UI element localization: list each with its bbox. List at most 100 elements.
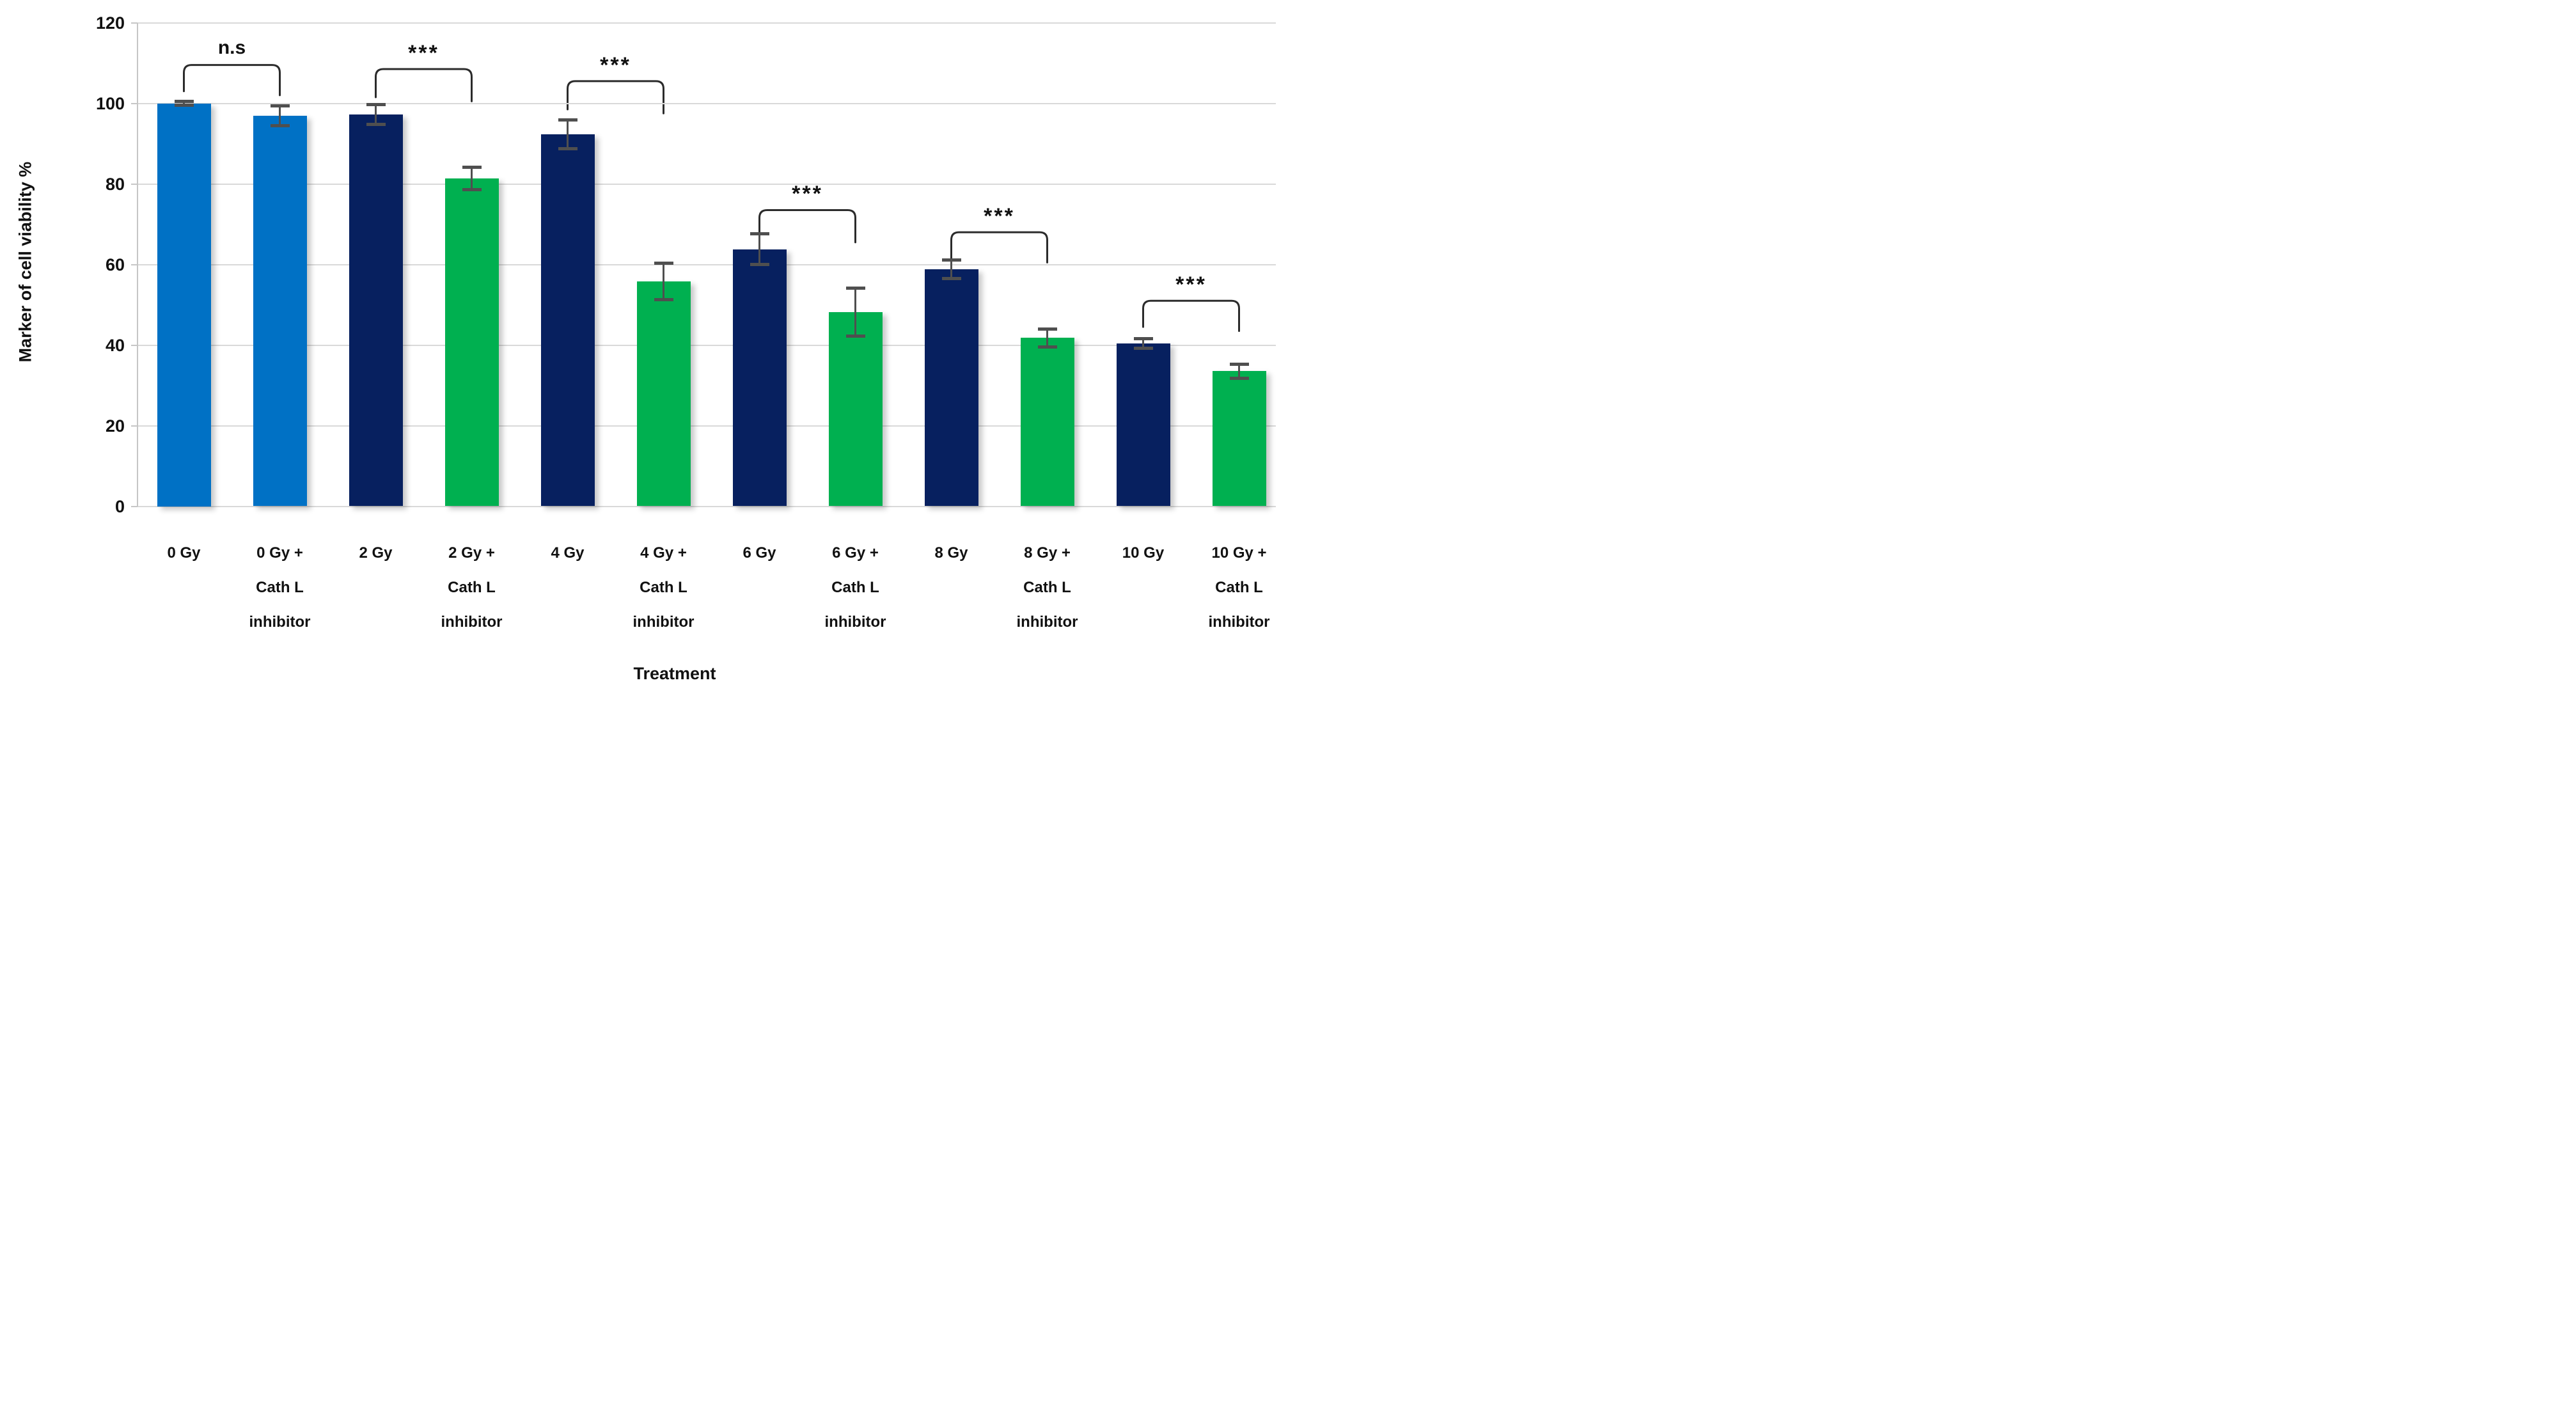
category-label-line: 2 Gy (359, 544, 393, 562)
error-bar-line (279, 106, 281, 126)
bar-6-gy (732, 249, 787, 507)
error-bar-line (183, 101, 185, 106)
y-tick-label-120: 120 (95, 13, 125, 33)
error-bar-cap-top (462, 166, 482, 169)
error-bar-cap-top (654, 262, 673, 265)
error-bar-cap-bottom (941, 277, 961, 281)
bar-chart-figure: Marker of cell viability % Treatment 0 20… (0, 0, 1288, 709)
error-bar-cap-top (270, 104, 290, 107)
gridline-80 (137, 183, 1276, 185)
bar-10-gy-cath-l-inhibitor (1212, 371, 1266, 507)
y-tick-0 (131, 505, 137, 507)
gridline-120 (137, 22, 1276, 24)
bar-10-gy (1116, 343, 1170, 507)
error-bar-cap-top (1133, 336, 1153, 340)
category-label-line: Cath L (448, 579, 496, 596)
error-bar-cap-bottom (174, 104, 194, 107)
category-label: 10 Gy (1089, 536, 1198, 571)
bar-4-gy (540, 134, 595, 507)
category-label-line: 8 Gy + (1024, 544, 1071, 562)
significance-bracket (758, 209, 856, 244)
category-label-line: 10 Gy (1122, 544, 1165, 562)
error-bar-cap-bottom (558, 146, 577, 150)
category-label-line: 6 Gy + (832, 544, 879, 562)
error-bar-cap-bottom (366, 123, 386, 127)
y-tick-40 (131, 344, 137, 346)
y-tick-label-60: 60 (105, 255, 125, 274)
error-bar-cap-bottom (750, 263, 769, 266)
error-bar-cap-top (174, 99, 194, 103)
category-label: 6 Gy + Cath L inhibitor (801, 536, 910, 640)
error-bar-cap-top (366, 102, 386, 106)
category-label-line: inhibitor (249, 613, 311, 631)
significance-label: n.s (217, 36, 246, 58)
category-label: 8 Gy (897, 536, 1006, 571)
gridline-40 (137, 344, 1276, 346)
error-bar-line (375, 104, 377, 125)
bar-8-gy-cath-l-inhibitor (1020, 338, 1074, 507)
category-label: 0 Gy + Cath L inhibitor (226, 536, 334, 640)
error-bar-cap-bottom (1133, 347, 1153, 351)
category-label: 2 Gy (322, 536, 430, 571)
category-label: 10 Gy + Cath L inhibitor (1185, 536, 1289, 640)
category-label: 8 Gy + Cath L inhibitor (993, 536, 1102, 640)
error-bar-cap-bottom (462, 188, 482, 192)
bar-6-gy-cath-l-inhibitor (828, 311, 883, 507)
error-bar-cap-bottom (270, 124, 290, 128)
error-bar-line (1142, 338, 1144, 349)
category-label-line: Cath L (831, 579, 879, 596)
error-bar-line (1238, 364, 1240, 379)
y-tick-label-40: 40 (105, 335, 125, 355)
category-label-line: inhibitor (632, 613, 695, 631)
category-label-line: Cath L (640, 579, 687, 596)
error-bar-cap-bottom (654, 297, 673, 301)
gridline-60 (137, 264, 1276, 265)
error-bar-line (854, 288, 856, 336)
significance-label: *** (408, 40, 439, 65)
y-tick-20 (131, 425, 137, 427)
category-label-line: 4 Gy + (640, 544, 687, 562)
gridline-0 (137, 505, 1276, 507)
error-bar-cap-top (941, 258, 961, 262)
category-label: 2 Gy + Cath L inhibitor (418, 536, 526, 640)
significance-bracket (1142, 299, 1240, 332)
significance-label: *** (984, 204, 1015, 229)
y-tick-80 (131, 183, 137, 185)
error-bar-cap-bottom (1229, 377, 1249, 381)
category-label-line: 2 Gy + (448, 544, 495, 562)
category-label-line: Cath L (1023, 579, 1071, 596)
error-bar-line (471, 167, 473, 190)
category-label-line: 0 Gy + (256, 544, 303, 562)
bar-0-gy (157, 103, 211, 507)
error-bar-line (1046, 329, 1048, 347)
category-label-line: 0 Gy (167, 544, 201, 562)
category-label-line: 6 Gy (742, 544, 776, 562)
y-axis-line (137, 22, 138, 507)
category-label-line: 10 Gy + (1211, 544, 1267, 562)
category-label: 6 Gy (705, 536, 814, 571)
category-label: 4 Gy (514, 536, 622, 571)
y-tick-label-80: 80 (105, 174, 125, 194)
category-label-line: 8 Gy (934, 544, 968, 562)
bar-2-gy-cath-l-inhibitor (444, 178, 499, 507)
bar-4-gy-cath-l-inhibitor (636, 281, 691, 507)
y-tick-label-0: 0 (114, 496, 125, 516)
significance-label: *** (1175, 272, 1207, 297)
category-label-line: Cath L (256, 579, 304, 596)
category-label-line: inhibitor (441, 613, 503, 631)
significance-bracket (950, 231, 1048, 264)
category-label-line: 4 Gy (551, 544, 585, 562)
error-bar-line (758, 233, 760, 265)
significance-bracket (183, 64, 281, 97)
error-bar-cap-top (558, 118, 577, 122)
category-label-line: inhibitor (1016, 613, 1078, 631)
category-label-line: Cath L (1215, 579, 1263, 596)
error-bar-line (950, 260, 952, 279)
error-bar-cap-top (750, 232, 769, 236)
category-label-line: inhibitor (824, 613, 886, 631)
error-bar-cap-top (1037, 327, 1057, 331)
error-bar-line (663, 263, 664, 300)
y-tick-60 (131, 264, 137, 265)
error-bar-cap-top (1229, 362, 1249, 366)
y-tick-label-20: 20 (105, 416, 125, 436)
